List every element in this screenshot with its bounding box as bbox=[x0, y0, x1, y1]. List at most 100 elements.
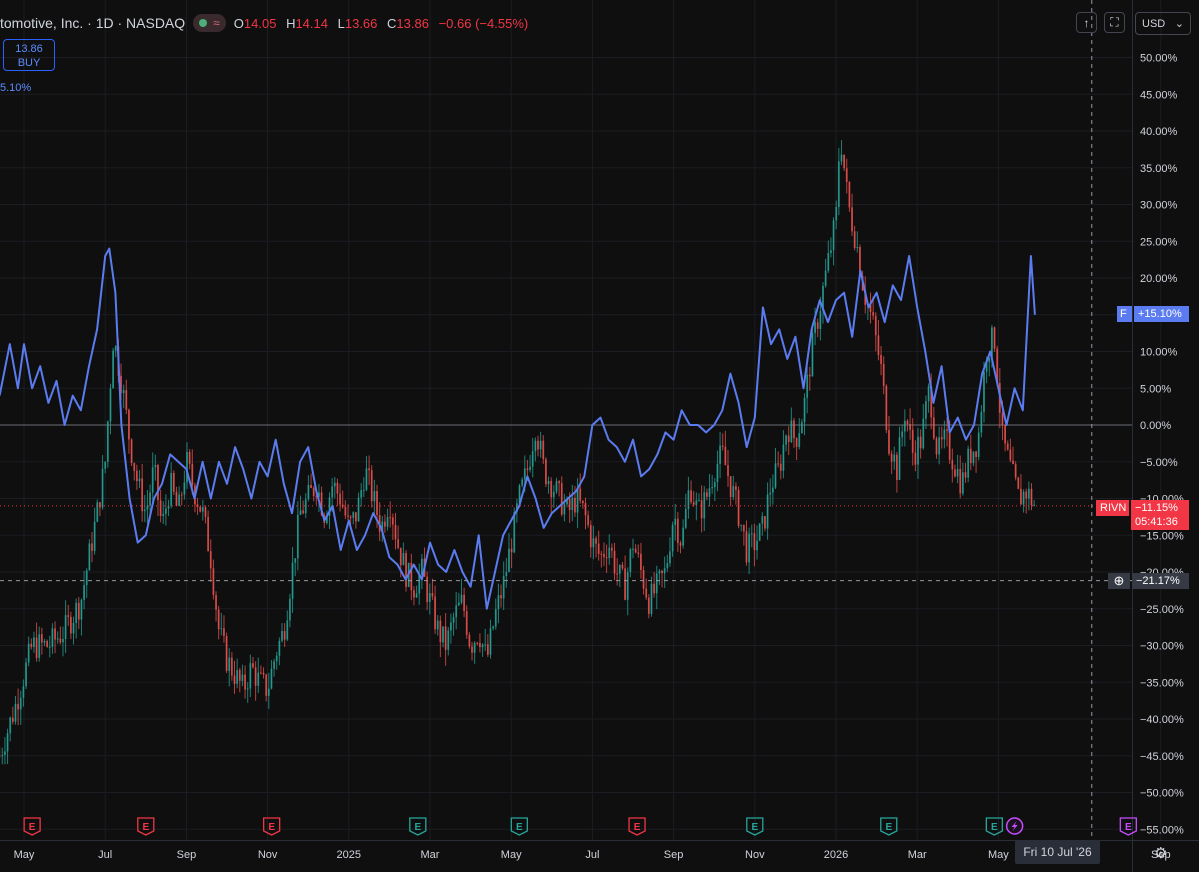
rivn-candle bbox=[56, 638, 59, 640]
rivn-candle bbox=[753, 533, 756, 551]
rivn-candle bbox=[373, 490, 376, 502]
rivn-candle bbox=[798, 433, 801, 447]
y-tick-label: 10.00% bbox=[1140, 347, 1178, 359]
y-tick-label: 20.00% bbox=[1140, 273, 1178, 285]
rivn-candle bbox=[824, 270, 827, 286]
rivn-candle bbox=[890, 453, 893, 462]
rivn-candle bbox=[262, 672, 265, 675]
rivn-candle bbox=[869, 304, 872, 313]
rivn-candle bbox=[811, 332, 814, 377]
rivn-candle bbox=[903, 420, 906, 432]
rivn-candle bbox=[365, 468, 368, 490]
rivn-candle bbox=[220, 628, 223, 630]
rivn-candle bbox=[782, 444, 785, 471]
rivn-candle bbox=[386, 517, 389, 527]
rivn-candle bbox=[315, 496, 318, 498]
symbol-title[interactable]: tomotive, Inc. · 1D · NASDAQ bbox=[0, 15, 186, 31]
x-tick-label: Mar bbox=[908, 849, 927, 861]
rivn-candle bbox=[896, 454, 898, 480]
rivn-candle bbox=[0, 755, 1, 757]
rivn-candle bbox=[647, 597, 650, 614]
rivn-candle bbox=[59, 638, 62, 643]
rivn-candle bbox=[787, 435, 790, 442]
rivn-candle bbox=[779, 463, 782, 471]
rivn-candle bbox=[550, 480, 553, 498]
gear-icon[interactable]: ⚙ bbox=[1154, 845, 1168, 862]
x-tick-label: Jul bbox=[98, 849, 112, 861]
rivn-candle bbox=[307, 484, 310, 500]
rivn-candle bbox=[196, 504, 199, 507]
rivn-candle bbox=[510, 548, 513, 553]
rivn-candle bbox=[125, 390, 128, 410]
rivn-candle bbox=[576, 488, 579, 513]
rivn-candle bbox=[529, 466, 531, 470]
rivn-candle bbox=[1006, 443, 1009, 450]
rivn-candle bbox=[711, 487, 714, 489]
rivn-candle bbox=[500, 595, 502, 599]
rivn-candle bbox=[370, 470, 373, 502]
rivn-candle bbox=[571, 497, 574, 510]
earnings-marker-letter: E bbox=[1125, 822, 1132, 833]
rivn-candle bbox=[705, 492, 708, 497]
rivn-candle bbox=[164, 508, 167, 514]
rivn-candle bbox=[426, 576, 429, 602]
rivn-candle bbox=[320, 492, 323, 515]
currency-select[interactable]: USD ⌄ bbox=[1135, 12, 1191, 35]
y-tick-label: 0.00% bbox=[1140, 420, 1171, 432]
arrow-up-button[interactable]: ↑ bbox=[1076, 12, 1097, 33]
y-tick-label: 40.00% bbox=[1140, 126, 1178, 138]
rivn-candle bbox=[391, 517, 394, 525]
rivn-candle bbox=[597, 543, 600, 554]
crosshair-plus-icon[interactable]: ⊕ bbox=[1108, 573, 1130, 589]
fullscreen-button[interactable]: ⛶ bbox=[1104, 12, 1125, 33]
x-tick-label: Mar bbox=[421, 849, 440, 861]
y-tick-label: −30.00% bbox=[1140, 641, 1184, 653]
rivn-candle bbox=[761, 516, 764, 524]
rivn-candle bbox=[484, 644, 487, 646]
rivn-candle bbox=[721, 445, 724, 447]
status-pill[interactable]: ≈ bbox=[193, 14, 226, 32]
rivn-candle bbox=[106, 421, 109, 462]
rivn-candle bbox=[64, 615, 67, 640]
rivn-candle bbox=[901, 431, 904, 438]
close-label: C bbox=[387, 15, 397, 31]
rivn-candle bbox=[397, 539, 400, 548]
rivn-candle bbox=[938, 437, 941, 455]
buy-button[interactable]: 13.86 BUY bbox=[3, 39, 55, 71]
rivn-candle bbox=[574, 497, 576, 513]
rivn-candle bbox=[632, 548, 634, 550]
rivn-candle bbox=[750, 533, 753, 535]
rivn-candle bbox=[452, 617, 455, 623]
y-tick-label: −5.00% bbox=[1140, 457, 1178, 469]
rivn-candle bbox=[167, 505, 170, 509]
rivn-candle bbox=[531, 451, 534, 467]
rivn-candle bbox=[77, 602, 80, 620]
rivn-candle bbox=[679, 543, 682, 546]
rivn-candle bbox=[640, 553, 642, 570]
rivn-candle bbox=[357, 497, 360, 522]
rivn-candle bbox=[486, 644, 489, 655]
earnings-marker-letter: E bbox=[885, 822, 892, 833]
rivn-candle bbox=[935, 438, 938, 455]
rivn-candle bbox=[690, 490, 692, 503]
rivn-candle bbox=[99, 502, 101, 508]
rivn-candle bbox=[684, 508, 687, 528]
rivn-candle bbox=[154, 464, 157, 468]
rivn-candle bbox=[252, 663, 254, 668]
rivn-candle bbox=[72, 623, 75, 634]
rivn-candle bbox=[703, 492, 706, 519]
x-tick-label: Sep bbox=[664, 849, 684, 861]
x-tick-label: 2025 bbox=[337, 849, 361, 861]
rivn-candle bbox=[368, 468, 370, 471]
rivn-candle bbox=[128, 409, 130, 440]
rivn-candle bbox=[143, 509, 146, 512]
earnings-marker-letter: E bbox=[268, 822, 275, 833]
x-tick-label: 2026 bbox=[824, 849, 848, 861]
change-value: −0.66 (−4.55%) bbox=[438, 15, 529, 31]
rivn-candle bbox=[954, 469, 956, 477]
rivn-candle bbox=[275, 655, 278, 662]
y-tick-label: −15.00% bbox=[1140, 530, 1184, 542]
rivn-candle bbox=[336, 482, 339, 494]
rivn-candle bbox=[1020, 488, 1022, 505]
